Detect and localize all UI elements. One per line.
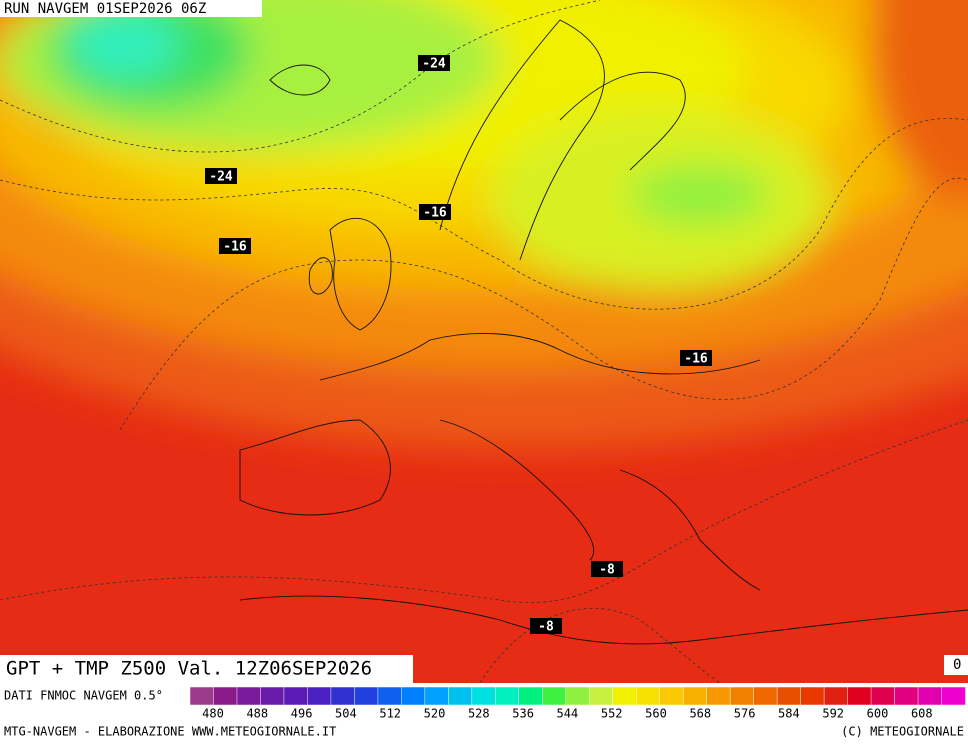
legend-swatch: [635, 686, 661, 706]
legend-label: 480: [202, 707, 224, 721]
contour-label-box: [591, 561, 623, 577]
legend-label: 544: [557, 707, 579, 721]
legend-label: 536: [512, 707, 534, 721]
legend-swatch: [377, 686, 403, 706]
legend-swatch: [941, 686, 966, 706]
contour-label: -8: [538, 620, 554, 635]
legend-swatch: [682, 686, 708, 706]
legend-label: 496: [291, 707, 313, 721]
corner-box: [944, 655, 968, 675]
legend-swatch: [307, 686, 332, 706]
legend-swatch: [847, 686, 872, 706]
legend-label: 504: [335, 707, 357, 721]
legend-label: 568: [689, 707, 711, 721]
legend-swatch: [706, 686, 731, 706]
contour-label: -24: [209, 170, 233, 185]
contour-label: -8: [599, 563, 615, 578]
legend-swatch: [870, 686, 896, 706]
legend-swatch: [588, 686, 614, 706]
legend-label: 528: [468, 707, 490, 721]
legend-label: 592: [822, 707, 844, 721]
run-box: [0, 0, 262, 17]
legend-swatch: [776, 686, 802, 706]
legend-swatch: [448, 686, 473, 706]
legend-swatch: [330, 686, 356, 706]
footer-right: (C) METEOGIORNALE: [841, 725, 964, 739]
legend-swatch: [236, 686, 262, 706]
legend-swatch: [471, 686, 497, 706]
run-label: RUN NAVGEM 01SEP2026 06Z: [4, 1, 206, 17]
footer-left: MTG-NAVGEM - ELABORAZIONE WWW.METEOGIORN…: [4, 725, 336, 739]
legend-swatch: [823, 686, 849, 706]
legend-label: 576: [734, 707, 756, 721]
title-box: [0, 655, 413, 683]
contour-label: -16: [423, 206, 447, 221]
contour-label-box: [419, 204, 451, 220]
legend-swatch: [401, 686, 426, 706]
legend-swatch: [753, 686, 778, 706]
map-field: [0, 0, 968, 684]
legend-label: 608: [911, 707, 933, 721]
contour-label-box: [680, 350, 712, 366]
legend-swatch: [354, 686, 379, 706]
legend-swatch: [495, 686, 520, 706]
contour-label: -24: [422, 57, 446, 72]
legend-swatch: [659, 686, 684, 706]
legend-swatch: [565, 686, 590, 706]
legend-label: 512: [379, 707, 401, 721]
legend-source: DATI FNMOC NAVGEM 0.5°: [4, 689, 163, 703]
legend-swatch: [894, 686, 919, 706]
map-title: GPT + TMP Z500 Val. 12Z06SEP2026: [6, 658, 372, 680]
legend-label: 560: [645, 707, 667, 721]
legend-swatch: [917, 686, 943, 706]
contour-label-box: [205, 168, 237, 184]
contour-label-box: [219, 238, 251, 254]
contour-label-box: [530, 618, 562, 634]
legend-label: 552: [601, 707, 623, 721]
legend-swatch: [729, 686, 755, 706]
contour-label: -16: [684, 352, 708, 367]
legend-swatch: [189, 686, 215, 706]
legend-swatch: [213, 686, 238, 706]
legend-swatch: [424, 686, 450, 706]
legend-label: 488: [246, 707, 268, 721]
corner-label: 0: [953, 657, 961, 673]
legend-swatch: [800, 686, 825, 706]
legend-swatch: [542, 686, 567, 706]
contour-label-box: [418, 55, 450, 71]
legend-label: 584: [778, 707, 800, 721]
legend-swatch: [518, 686, 544, 706]
legend-label: 600: [867, 707, 889, 721]
legend-swatch: [283, 686, 309, 706]
legend-label: 520: [424, 707, 446, 721]
contour-label: -16: [223, 240, 247, 255]
legend-swatch: [612, 686, 637, 706]
legend-swatch: [260, 686, 285, 706]
